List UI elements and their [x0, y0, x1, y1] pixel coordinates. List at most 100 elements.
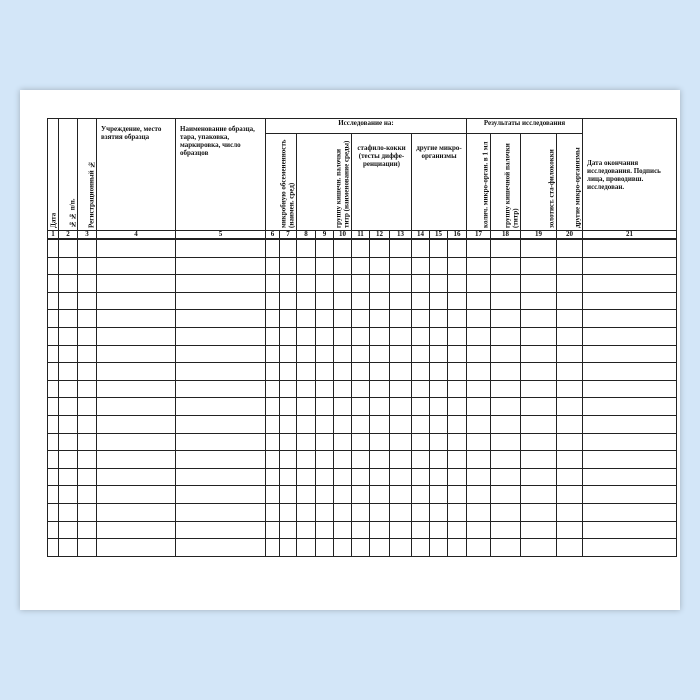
- table-cell[interactable]: [520, 520, 557, 540]
- table-cell[interactable]: [279, 520, 297, 540]
- table-cell[interactable]: [429, 379, 448, 399]
- table-cell[interactable]: [490, 414, 521, 434]
- table-cell[interactable]: [389, 450, 412, 469]
- table-cell[interactable]: [351, 379, 370, 399]
- table-cell[interactable]: [411, 238, 430, 258]
- table-cell[interactable]: [58, 485, 78, 504]
- table-cell[interactable]: [520, 414, 557, 434]
- table-cell[interactable]: [315, 432, 334, 452]
- table-cell[interactable]: [520, 326, 557, 346]
- table-cell[interactable]: [466, 397, 491, 416]
- table-cell[interactable]: [520, 538, 557, 557]
- table-cell[interactable]: [279, 309, 297, 328]
- table-cell[interactable]: [447, 414, 467, 434]
- table-cell[interactable]: [279, 502, 297, 522]
- table-cell[interactable]: [333, 432, 352, 452]
- table-cell[interactable]: [58, 274, 78, 293]
- table-cell[interactable]: [411, 450, 430, 469]
- table-cell[interactable]: [555, 467, 584, 487]
- table-cell[interactable]: [265, 397, 280, 416]
- table-cell[interactable]: [315, 450, 334, 469]
- table-cell[interactable]: [47, 467, 59, 487]
- table-cell[interactable]: [47, 502, 59, 522]
- table-cell[interactable]: [351, 414, 370, 434]
- table-cell[interactable]: [447, 238, 467, 258]
- table-cell[interactable]: [58, 344, 78, 364]
- table-cell[interactable]: [77, 450, 97, 469]
- table-cell[interactable]: [369, 309, 390, 328]
- table-cell[interactable]: [555, 414, 584, 434]
- table-cell[interactable]: [582, 362, 678, 381]
- table-cell[interactable]: [279, 362, 297, 381]
- table-cell[interactable]: [333, 520, 352, 540]
- table-cell[interactable]: [333, 397, 352, 416]
- table-cell[interactable]: [175, 432, 266, 452]
- table-cell[interactable]: [279, 432, 297, 452]
- table-cell[interactable]: [389, 344, 412, 364]
- table-cell[interactable]: [265, 485, 280, 504]
- table-cell[interactable]: [265, 432, 280, 452]
- table-cell[interactable]: [58, 414, 78, 434]
- table-cell[interactable]: [520, 291, 557, 311]
- table-cell[interactable]: [333, 238, 352, 258]
- table-cell[interactable]: [296, 432, 316, 452]
- table-cell[interactable]: [447, 326, 467, 346]
- table-cell[interactable]: [96, 379, 176, 399]
- table-cell[interactable]: [369, 467, 390, 487]
- table-cell[interactable]: [315, 326, 334, 346]
- table-cell[interactable]: [466, 485, 491, 504]
- table-cell[interactable]: [490, 256, 521, 276]
- table-cell[interactable]: [582, 520, 678, 540]
- table-cell[interactable]: [265, 238, 280, 258]
- table-cell[interactable]: [429, 326, 448, 346]
- table-cell[interactable]: [58, 450, 78, 469]
- table-cell[interactable]: [411, 344, 430, 364]
- table-cell[interactable]: [77, 309, 97, 328]
- table-cell[interactable]: [351, 256, 370, 276]
- table-cell[interactable]: [582, 450, 678, 469]
- table-cell[interactable]: [315, 362, 334, 381]
- table-cell[interactable]: [296, 538, 316, 557]
- table-cell[interactable]: [333, 485, 352, 504]
- table-cell[interactable]: [582, 432, 678, 452]
- table-cell[interactable]: [296, 450, 316, 469]
- table-cell[interactable]: [555, 379, 584, 399]
- table-cell[interactable]: [333, 379, 352, 399]
- table-cell[interactable]: [351, 362, 370, 381]
- table-cell[interactable]: [555, 238, 584, 258]
- table-cell[interactable]: [58, 238, 78, 258]
- table-cell[interactable]: [582, 256, 678, 276]
- table-cell[interactable]: [447, 502, 467, 522]
- table-cell[interactable]: [411, 520, 430, 540]
- table-cell[interactable]: [555, 502, 584, 522]
- table-cell[interactable]: [555, 362, 584, 381]
- table-cell[interactable]: [315, 291, 334, 311]
- table-cell[interactable]: [429, 309, 448, 328]
- table-cell[interactable]: [389, 538, 412, 557]
- table-cell[interactable]: [447, 467, 467, 487]
- table-cell[interactable]: [175, 485, 266, 504]
- table-cell[interactable]: [520, 309, 557, 328]
- table-cell[interactable]: [175, 467, 266, 487]
- table-cell[interactable]: [389, 432, 412, 452]
- table-cell[interactable]: [58, 309, 78, 328]
- table-cell[interactable]: [175, 397, 266, 416]
- table-cell[interactable]: [369, 344, 390, 364]
- table-cell[interactable]: [429, 538, 448, 557]
- table-cell[interactable]: [555, 309, 584, 328]
- table-cell[interactable]: [429, 467, 448, 487]
- table-cell[interactable]: [175, 238, 266, 258]
- table-cell[interactable]: [58, 520, 78, 540]
- table-cell[interactable]: [466, 274, 491, 293]
- table-cell[interactable]: [429, 485, 448, 504]
- table-cell[interactable]: [315, 467, 334, 487]
- table-cell[interactable]: [58, 326, 78, 346]
- table-cell[interactable]: [582, 344, 678, 364]
- table-cell[interactable]: [466, 450, 491, 469]
- table-cell[interactable]: [555, 344, 584, 364]
- table-cell[interactable]: [77, 538, 97, 557]
- table-cell[interactable]: [175, 502, 266, 522]
- table-cell[interactable]: [265, 379, 280, 399]
- table-cell[interactable]: [279, 238, 297, 258]
- table-cell[interactable]: [47, 362, 59, 381]
